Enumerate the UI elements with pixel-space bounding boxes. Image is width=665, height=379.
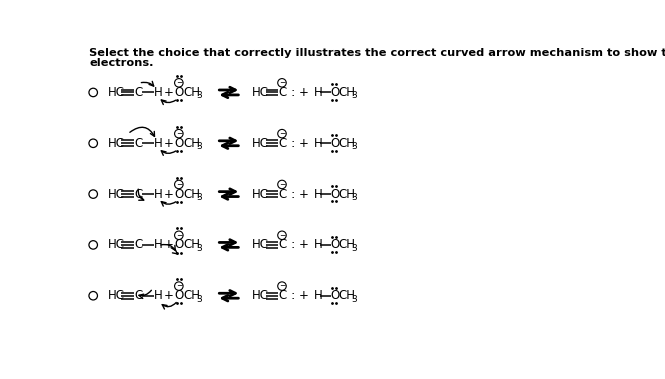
Text: :: : (290, 86, 295, 99)
Text: +: + (299, 188, 309, 200)
Text: :: : (290, 289, 295, 302)
Text: +: + (299, 86, 309, 99)
Text: +: + (299, 238, 309, 251)
Text: HC: HC (252, 188, 269, 200)
Text: −: − (176, 231, 182, 240)
Text: C: C (278, 137, 287, 150)
Text: H: H (314, 86, 323, 99)
Text: :: : (290, 137, 295, 150)
Text: +: + (164, 188, 174, 200)
Text: CH: CH (338, 188, 356, 200)
Text: :: : (290, 188, 295, 200)
Text: −: − (176, 129, 182, 138)
Text: CH: CH (338, 86, 356, 99)
Text: CH: CH (184, 238, 200, 251)
Text: HC: HC (252, 238, 269, 251)
Text: :: : (290, 238, 295, 251)
Text: O: O (174, 137, 184, 150)
Text: O: O (331, 188, 340, 200)
Text: H: H (154, 86, 162, 99)
Text: C: C (278, 86, 287, 99)
Text: CH: CH (338, 137, 356, 150)
Text: electrons.: electrons. (89, 58, 154, 68)
Text: 3: 3 (352, 244, 358, 253)
Text: H: H (314, 188, 323, 200)
Text: O: O (174, 238, 184, 251)
Text: O: O (174, 289, 184, 302)
Text: CH: CH (184, 188, 200, 200)
Text: O: O (331, 137, 340, 150)
Text: 3: 3 (352, 142, 358, 151)
Text: −: − (176, 78, 182, 87)
Text: −: − (279, 282, 285, 291)
Text: HC: HC (108, 86, 125, 99)
Text: O: O (331, 86, 340, 99)
Text: HC: HC (252, 137, 269, 150)
Text: HC: HC (108, 137, 125, 150)
Text: CH: CH (184, 86, 200, 99)
Text: H: H (154, 289, 162, 302)
Text: HC: HC (108, 188, 125, 200)
Text: O: O (174, 86, 184, 99)
Text: C: C (278, 188, 287, 200)
Text: H: H (154, 137, 162, 150)
Text: O: O (174, 188, 184, 200)
Text: +: + (299, 289, 309, 302)
Text: −: − (176, 180, 182, 189)
Text: 3: 3 (352, 193, 358, 202)
Text: C: C (134, 86, 142, 99)
Text: −: − (279, 180, 285, 189)
Text: +: + (164, 86, 174, 99)
Text: H: H (314, 238, 323, 251)
Text: −: − (279, 231, 285, 240)
Text: 3: 3 (197, 295, 202, 304)
Text: O: O (331, 289, 340, 302)
Text: HC: HC (252, 289, 269, 302)
Text: −: − (279, 129, 285, 138)
Text: H: H (314, 137, 323, 150)
Text: CH: CH (338, 238, 356, 251)
Text: HC: HC (108, 238, 125, 251)
Text: HC: HC (108, 289, 125, 302)
Text: H: H (314, 289, 323, 302)
Text: C: C (134, 238, 142, 251)
Text: C: C (134, 137, 142, 150)
Text: 3: 3 (352, 91, 358, 100)
Text: +: + (164, 238, 174, 251)
Text: CH: CH (184, 289, 200, 302)
Text: 3: 3 (197, 193, 202, 202)
Text: +: + (299, 137, 309, 150)
Text: H: H (154, 188, 162, 200)
Text: C: C (278, 289, 287, 302)
Text: CH: CH (338, 289, 356, 302)
Text: 3: 3 (197, 244, 202, 253)
Text: C: C (134, 289, 142, 302)
Text: CH: CH (184, 137, 200, 150)
Text: C: C (278, 238, 287, 251)
Text: −: − (176, 282, 182, 291)
Text: HC: HC (252, 86, 269, 99)
Text: −: − (279, 78, 285, 87)
Text: C: C (134, 188, 142, 200)
Text: 3: 3 (352, 295, 358, 304)
Text: +: + (164, 289, 174, 302)
Text: H: H (154, 238, 162, 251)
Text: 3: 3 (197, 142, 202, 151)
Text: +: + (164, 137, 174, 150)
Text: O: O (331, 238, 340, 251)
Text: 3: 3 (197, 91, 202, 100)
Text: Select the choice that correctly illustrates the correct curved arrow mechanism : Select the choice that correctly illustr… (89, 48, 665, 58)
